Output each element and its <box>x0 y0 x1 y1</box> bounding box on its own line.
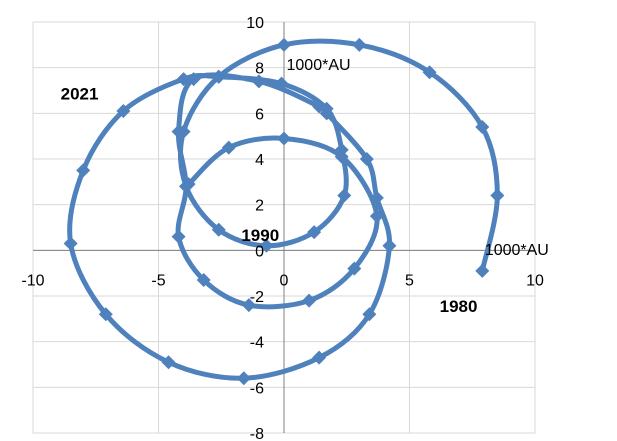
data-point-marker <box>171 124 186 139</box>
annotations: 1000*AU 1000*AU 2021 1990 1980 <box>61 57 549 316</box>
data-point-marker <box>337 188 352 203</box>
data-point-marker <box>382 238 397 253</box>
data-point-marker <box>302 293 317 308</box>
data-point-marker <box>211 69 226 84</box>
data-point-marker <box>236 371 251 386</box>
data-series <box>63 37 505 386</box>
y-tick-label: -2 <box>250 289 264 306</box>
data-point-marker <box>274 76 289 91</box>
data-point-marker <box>352 37 367 52</box>
data-point-marker <box>251 74 266 89</box>
data-point-marker <box>98 307 113 322</box>
y-tick-label: -4 <box>250 335 264 352</box>
data-point-marker <box>359 152 374 166</box>
data-point-marker <box>277 37 291 52</box>
x-tick-label: 10 <box>526 272 544 289</box>
y-tick-label: -6 <box>250 380 264 397</box>
data-point-marker <box>76 163 91 178</box>
chart-annotation: 1990 <box>241 226 279 245</box>
chart-annotation: 1000*AU <box>287 57 351 74</box>
data-point-marker <box>196 273 211 288</box>
data-point-marker <box>259 238 274 253</box>
x-tick-label: -10 <box>21 272 44 289</box>
data-point-marker <box>347 261 362 276</box>
y-tick-label: 2 <box>255 198 264 215</box>
data-point-marker <box>186 72 201 87</box>
data-point-marker <box>422 65 437 80</box>
data-point-marker <box>475 120 490 135</box>
chart-annotation: 1000*AU <box>485 242 549 259</box>
data-point-marker <box>334 149 349 164</box>
data-point-marker <box>369 190 384 205</box>
data-point-marker <box>176 72 191 87</box>
data-point-marker <box>362 307 377 322</box>
data-point-marker <box>312 99 327 114</box>
data-point-marker <box>475 263 490 278</box>
data-point-marker <box>221 140 236 155</box>
y-tick-label: 4 <box>255 152 264 169</box>
y-tick-label: 6 <box>255 106 264 123</box>
x-tick-label: -5 <box>151 272 165 289</box>
x-tick-label: 0 <box>280 272 289 289</box>
data-point-marker <box>171 229 186 244</box>
data-point-marker <box>277 131 291 146</box>
y-tick-label: 0 <box>255 243 264 260</box>
y-tick-label: 8 <box>255 61 264 78</box>
data-point-marker <box>241 298 256 313</box>
chart-annotation: 1980 <box>440 297 478 316</box>
data-point-marker <box>369 209 384 224</box>
tick-labels: -10 -5 0 5 10 -8 -6 -4 -2 0 2 4 6 8 10 <box>21 15 544 441</box>
y-tick-label: 10 <box>246 15 264 32</box>
chart-annotation: 2021 <box>61 85 99 104</box>
data-point-marker <box>116 104 131 119</box>
data-point-marker <box>161 355 176 370</box>
x-tick-label: 5 <box>405 272 414 289</box>
data-markers <box>63 37 505 386</box>
y-tick-label: -8 <box>250 426 264 441</box>
data-point-marker <box>307 225 322 240</box>
data-point-marker <box>181 177 196 192</box>
data-point-marker <box>63 236 78 251</box>
data-point-marker <box>211 222 226 237</box>
data-point-marker <box>319 106 334 121</box>
data-point-marker <box>312 350 327 365</box>
data-point-marker <box>490 188 505 203</box>
